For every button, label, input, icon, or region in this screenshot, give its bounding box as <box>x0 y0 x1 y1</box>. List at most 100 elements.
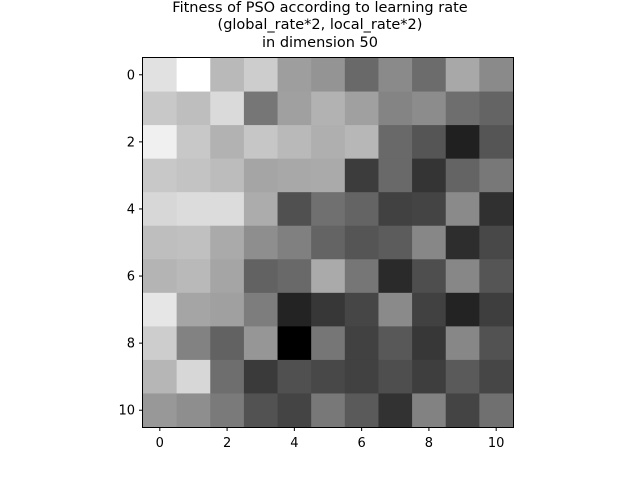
heatmap-cell-r1-c7 <box>378 91 413 126</box>
heatmap-cell-r10-c5 <box>311 393 346 428</box>
heatmap-cell-r3-c2 <box>210 158 245 193</box>
heatmap-cell-r10-c6 <box>344 393 380 428</box>
heatmap-cell-r4-c4 <box>277 192 312 227</box>
heatmap-cell-r4-c5 <box>311 192 346 227</box>
heatmap-cell-r10-c3 <box>243 393 279 428</box>
heatmap-cell-r7-c4 <box>277 292 312 327</box>
heatmap-cell-r10-c8 <box>412 393 447 428</box>
heatmap-cell-r6-c2 <box>210 259 245 294</box>
heatmap-cell-r3-c5 <box>311 158 346 193</box>
heatmap-cell-r1-c5 <box>311 91 346 126</box>
heatmap-cell-r6-c4 <box>277 259 312 294</box>
heatmap-cell-r10-c0 <box>143 393 178 428</box>
heatmap-cell-r5-c3 <box>243 225 279 260</box>
heatmap-cell-r3-c10 <box>479 158 514 193</box>
x-tick-label-10: 10 <box>488 436 505 451</box>
x-tick-label-2: 2 <box>223 436 231 451</box>
heatmap-cell-r8-c10 <box>479 326 514 361</box>
heatmap-cell-r6-c9 <box>445 259 480 294</box>
heatmap-cell-r5-c8 <box>412 225 447 260</box>
x-tick-label-4: 4 <box>290 436 298 451</box>
heatmap-cell-r7-c2 <box>210 292 245 327</box>
y-tick-label-4: 4 <box>127 202 135 217</box>
heatmap-cell-r6-c5 <box>311 259 346 294</box>
heatmap-cell-r1-c2 <box>210 91 245 126</box>
heatmap-cell-r2-c6 <box>344 125 380 160</box>
heatmap-cell-r9-c0 <box>143 359 178 395</box>
heatmap-cell-r2-c9 <box>445 125 480 160</box>
heatmap-cell-r1-c0 <box>143 91 178 126</box>
heatmap-cell-r10-c2 <box>210 393 245 428</box>
heatmap-cell-r1-c6 <box>344 91 380 126</box>
heatmap-cell-r0-c1 <box>176 58 211 93</box>
heatmap-cell-r5-c7 <box>378 225 413 260</box>
heatmap-cell-r9-c7 <box>378 359 413 395</box>
heatmap-cell-r9-c1 <box>176 359 211 395</box>
heatmap-cell-r9-c9 <box>445 359 480 395</box>
y-tick-label-6: 6 <box>127 270 135 285</box>
heatmap-cell-r0-c9 <box>445 58 480 93</box>
heatmap-cell-r4-c6 <box>344 192 380 227</box>
heatmap-cell-r6-c10 <box>479 259 514 294</box>
heatmap-cell-r8-c7 <box>378 326 413 361</box>
heatmap-cell-r3-c8 <box>412 158 447 193</box>
heatmap-cell-r1-c8 <box>412 91 447 126</box>
axes-frame <box>142 57 514 428</box>
heatmap-cell-r5-c6 <box>344 225 380 260</box>
heatmap-cell-r2-c7 <box>378 125 413 160</box>
heatmap-cell-r3-c0 <box>143 158 178 193</box>
y-tick-label-0: 0 <box>127 68 135 83</box>
heatmap-cell-r7-c10 <box>479 292 514 327</box>
heatmap-cell-r7-c5 <box>311 292 346 327</box>
y-tick-label-2: 2 <box>127 135 135 150</box>
heatmap-cell-r5-c5 <box>311 225 346 260</box>
heatmap-cell-r10-c4 <box>277 393 312 428</box>
heatmap-cell-r7-c6 <box>344 292 380 327</box>
heatmap-cell-r8-c9 <box>445 326 480 361</box>
heatmap-cell-r6-c3 <box>243 259 279 294</box>
heatmap-cell-r0-c8 <box>412 58 447 93</box>
heatmap-cell-r5-c2 <box>210 225 245 260</box>
heatmap-cell-r4-c2 <box>210 192 245 227</box>
heatmap-cell-r5-c10 <box>479 225 514 260</box>
heatmap-cell-r4-c10 <box>479 192 514 227</box>
heatmap-cell-r1-c9 <box>445 91 480 126</box>
heatmap-cell-r4-c9 <box>445 192 480 227</box>
heatmap-cell-r1-c3 <box>243 91 279 126</box>
heatmap-cell-r7-c1 <box>176 292 211 327</box>
heatmap-cell-r7-c3 <box>243 292 279 327</box>
chart-title-line-2: (global_rate*2, local_rate*2) <box>217 17 423 33</box>
chart-title-line-1: Fitness of PSO according to learning rat… <box>172 0 468 16</box>
heatmap-cell-r2-c8 <box>412 125 447 160</box>
heatmap-cell-r5-c9 <box>445 225 480 260</box>
heatmap-cell-r9-c5 <box>311 359 346 395</box>
heatmap-cell-r10-c1 <box>176 393 211 428</box>
y-axis: 0 2 4 6 8 10 <box>118 68 143 419</box>
heatmap-cell-r6-c8 <box>412 259 447 294</box>
heatmap-cell-r9-c8 <box>412 359 447 395</box>
heatmap-cell-r8-c8 <box>412 326 447 361</box>
heatmap-cell-r8-c1 <box>176 326 211 361</box>
heatmap-cell-r6-c7 <box>378 259 413 294</box>
heatmap-cell-r4-c1 <box>176 192 211 227</box>
heatmap-cell-r4-c3 <box>243 192 279 227</box>
heatmap-cell-r2-c10 <box>479 125 514 160</box>
x-tick-label-6: 6 <box>357 436 365 451</box>
heatmap-cell-r7-c8 <box>412 292 447 327</box>
heatmap-cell-r9-c4 <box>277 359 312 395</box>
heatmap-cell-r6-c0 <box>143 259 178 294</box>
heatmap-cell-r4-c8 <box>412 192 447 227</box>
heatmap-cell-r7-c7 <box>378 292 413 327</box>
heatmap-cell-r9-c2 <box>210 359 245 395</box>
heatmap-cell-r2-c4 <box>277 125 312 160</box>
heatmap-cell-r0-c0 <box>143 58 178 93</box>
x-axis: 0 2 4 6 8 10 <box>156 427 505 451</box>
heatmap-cell-r8-c2 <box>210 326 245 361</box>
heatmap-cell-r0-c7 <box>378 58 413 93</box>
heatmap-cell-r0-c6 <box>344 58 380 93</box>
x-tick-label-0: 0 <box>156 436 164 451</box>
chart-title-line-3: in dimension 50 <box>262 35 378 51</box>
heatmap-cell-r8-c5 <box>311 326 346 361</box>
heatmap-cell-r10-c7 <box>378 393 413 428</box>
